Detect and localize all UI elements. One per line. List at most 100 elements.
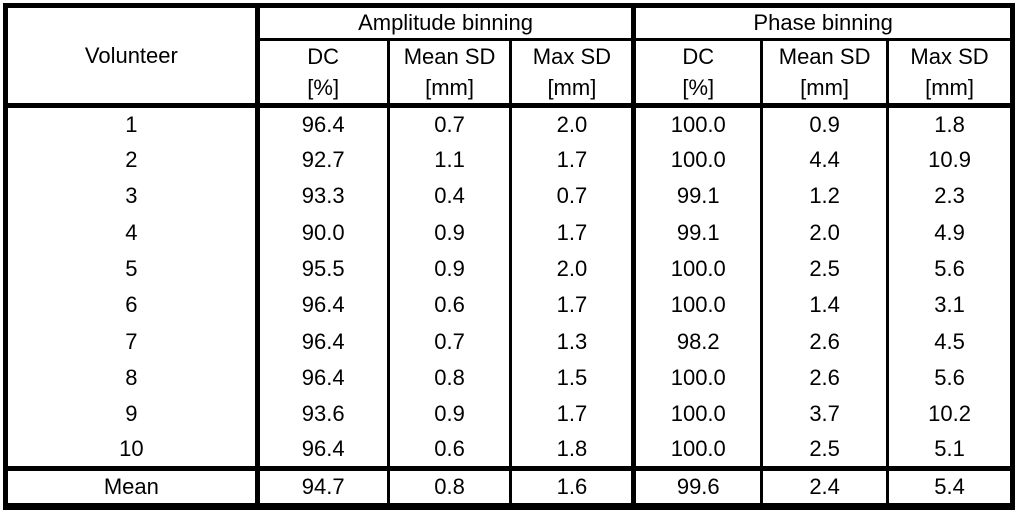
- value-cell: 10.9: [928, 147, 971, 173]
- value-cell: 2.3: [934, 183, 965, 209]
- value-cell: 3.7: [761, 395, 890, 433]
- value-cell: 0.9: [761, 105, 890, 142]
- mean-value-cell: 99.6: [633, 468, 764, 507]
- column-header-label: Max SD: [910, 44, 989, 69]
- table-row: 10 96.4 0.6 1.8 100.0 2.5 5.1: [5, 432, 1013, 472]
- mean-value-cell: 2.4: [761, 468, 890, 507]
- value-cell: 100.0: [633, 432, 764, 472]
- value-cell: 2.0: [510, 250, 637, 287]
- value-cell: 100.0: [633, 359, 764, 396]
- table-row: 5 95.5 0.9 2.0 100.0 2.5 5.6: [5, 250, 1013, 287]
- value-cell: 0.7: [388, 323, 513, 360]
- table-row: 6 96.4 0.6 1.7 100.0 1.4 3.1: [5, 286, 1013, 324]
- volunteer-id-cell: 10: [5, 432, 260, 472]
- value-cell: 96.4: [257, 359, 390, 396]
- value-cell: 96.4: [257, 432, 390, 472]
- value-cell: 96.4: [257, 286, 390, 324]
- volunteer-id-cell: 5: [5, 250, 260, 287]
- volunteer-id-cell: 6: [5, 286, 260, 324]
- value-cell: 0.7: [510, 178, 637, 215]
- table-row: 8 96.4 0.8 1.5 100.0 2.6 5.6: [5, 359, 1013, 396]
- group-header-row: Volunteer Amplitude binning Phase binnin…: [5, 5, 1013, 108]
- value-cell: 100.0: [633, 141, 764, 179]
- value-cell: 1.7: [510, 141, 637, 179]
- value-cell: 1.5: [510, 359, 637, 396]
- table-row: 9 93.6 0.9 1.7 100.0 3.7 10.2: [5, 395, 1013, 433]
- value-cell: 2.5: [761, 250, 890, 287]
- value-cell: 3.1: [934, 292, 965, 318]
- volunteer-id-cell: 9: [5, 395, 260, 433]
- value-cell: 0.7: [388, 105, 513, 142]
- value-cell: 1.7: [510, 286, 637, 324]
- value-cell: 2.6: [761, 359, 890, 396]
- column-header-amp-dc: DC [%]: [257, 39, 390, 108]
- value-cell: 1.1: [388, 141, 513, 179]
- value-cell: 93.6: [257, 395, 390, 433]
- value-cell: 100.0: [633, 250, 764, 287]
- value-cell: 2.6: [761, 323, 890, 360]
- table-footer: Mean 94.7 0.8 1.6 99.6 2.4 5.4: [5, 468, 1013, 507]
- volunteer-id-cell: 1: [5, 105, 260, 142]
- mean-value-cell: 0.8: [388, 468, 513, 507]
- volunteer-id-cell: 4: [5, 214, 260, 251]
- column-header-amp-mean-sd: Mean SD [mm]: [388, 39, 513, 108]
- group-header-amplitude: Amplitude binning: [257, 5, 637, 41]
- mean-value-cell: 5.4: [934, 474, 965, 500]
- column-header-phase-dc: DC [%]: [633, 39, 764, 108]
- value-cell: 2.5: [761, 432, 890, 472]
- value-cell: 99.1: [633, 214, 764, 251]
- column-header-row: DC [%] Mean SD [mm] Max SD [mm] DC [%] M…: [6, 39, 1013, 108]
- value-cell: 4.9: [934, 219, 965, 245]
- table-body: 1 96.4 0.7 2.0 100.0 0.9 1.8 2 92.7 1.1 …: [5, 105, 1013, 472]
- results-table: Volunteer Amplitude binning Phase binnin…: [3, 3, 1015, 510]
- column-header-unit: [mm]: [800, 75, 850, 100]
- value-cell: 95.5: [257, 250, 390, 287]
- value-cell: 1.7: [510, 214, 637, 251]
- value-cell: 1.4: [761, 286, 890, 324]
- value-cell: 0.9: [388, 250, 513, 287]
- value-cell: 0.9: [388, 395, 513, 433]
- value-cell: 1.3: [510, 323, 637, 360]
- mean-label-cell: Mean: [5, 468, 260, 507]
- value-cell: 98.2: [633, 323, 764, 360]
- value-cell: 90.0: [257, 214, 390, 251]
- table-header: Volunteer Amplitude binning Phase binnin…: [5, 5, 1013, 108]
- column-header-unit: [%]: [307, 75, 340, 100]
- column-header-phase-max-sd: Max SD [mm]: [887, 39, 1013, 108]
- value-cell: 93.3: [257, 178, 390, 215]
- value-cell: 100.0: [633, 105, 764, 142]
- value-cell: 92.7: [257, 141, 390, 179]
- volunteer-id-cell: 8: [5, 359, 260, 396]
- value-cell: 1.8: [510, 432, 637, 472]
- value-cell: 4.4: [761, 141, 890, 179]
- column-header-amp-max-sd: Max SD [mm]: [510, 39, 637, 108]
- mean-value-cell: 1.6: [510, 468, 637, 507]
- value-cell: 0.4: [388, 178, 513, 215]
- column-header-phase-mean-sd: Mean SD [mm]: [761, 39, 890, 108]
- value-cell: 4.5: [934, 328, 965, 354]
- value-cell: 0.8: [388, 359, 513, 396]
- value-cell: 96.4: [257, 323, 390, 360]
- value-cell: 0.6: [388, 286, 513, 324]
- value-cell: 1.7: [510, 395, 637, 433]
- column-header-label: Mean SD: [403, 44, 496, 69]
- table-row: 2 92.7 1.1 1.7 100.0 4.4 10.9: [5, 141, 1013, 179]
- value-cell: 1.2: [761, 178, 890, 215]
- table-row: 3 93.3 0.4 0.7 99.1 1.2 2.3: [5, 178, 1013, 215]
- mean-row: Mean 94.7 0.8 1.6 99.6 2.4 5.4: [5, 468, 1013, 507]
- volunteer-id-cell: 2: [5, 141, 260, 179]
- value-cell: 0.6: [388, 432, 513, 472]
- column-header-label: Mean SD: [778, 44, 871, 69]
- volunteer-id-cell: 3: [5, 178, 260, 215]
- value-cell: 5.6: [934, 364, 965, 390]
- value-cell: 5.1: [887, 432, 1013, 472]
- mean-value-cell: 94.7: [257, 468, 390, 507]
- value-cell: 5.6: [934, 256, 965, 282]
- value-cell: 2.0: [510, 105, 637, 142]
- value-cell: 96.4: [257, 105, 390, 142]
- value-cell: 0.9: [388, 214, 513, 251]
- column-header-label: DC: [307, 44, 340, 69]
- volunteer-header: Volunteer: [5, 5, 260, 108]
- value-cell: 100.0: [633, 286, 764, 324]
